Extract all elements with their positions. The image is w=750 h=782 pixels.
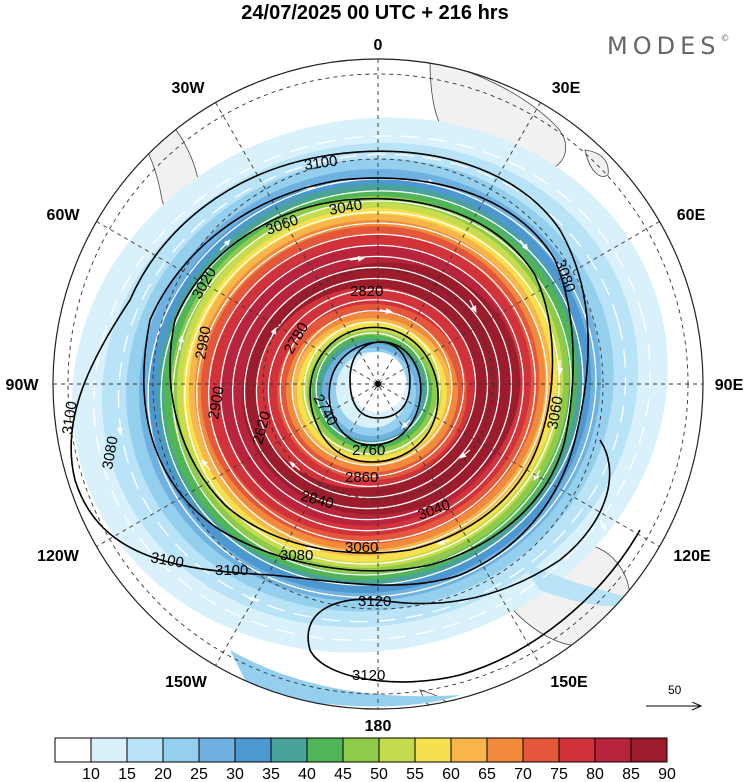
- contour-3060: [169, 197, 554, 554]
- lon-label-30w: 30W: [172, 80, 206, 97]
- streamline-arrowheads: [117, 178, 607, 685]
- contour-label: 2860: [345, 469, 378, 486]
- colorbar-swatch: [162, 737, 200, 763]
- colorbar-swatch: [378, 737, 416, 763]
- colorbar-tick-label: 30: [226, 766, 244, 782]
- colorbar-swatch: [234, 737, 272, 763]
- band-south-tail: [230, 650, 460, 707]
- colorbar-swatch: [486, 737, 524, 763]
- colorbar-swatch: [126, 737, 164, 763]
- contour-label: 3100: [303, 152, 338, 173]
- contour-label: 2980: [192, 325, 215, 361]
- colorbar-swatch: [342, 737, 380, 763]
- colorbar-swatch: [414, 737, 452, 763]
- contour-2740: [328, 341, 422, 446]
- colorbar-tick-label: 85: [622, 766, 640, 782]
- contour-label: 2820: [350, 283, 383, 300]
- colorbar-swatch: [558, 737, 596, 763]
- longitude-labels: 0 30E 60E 90E 120E 150E 180 150W 120W 90…: [6, 37, 744, 735]
- colorbar-swatch: [594, 737, 632, 763]
- contour-2760: [309, 326, 439, 463]
- colorbar-tick-label: 60: [442, 766, 460, 782]
- colorbar-tick-label: 80: [586, 766, 604, 782]
- lon-label-180: 180: [365, 718, 392, 735]
- colorbar-tick-label: 75: [550, 766, 568, 782]
- map-boundary: [52, 58, 704, 710]
- map-title: 24/07/2025 00 UTC + 216 hrs: [241, 2, 509, 24]
- contour-label: 3100: [215, 562, 248, 579]
- colorbar-tick-label: 25: [190, 766, 208, 782]
- band-east-tail: [520, 560, 640, 607]
- geopotential-contours: [70, 150, 641, 683]
- lon-label-90e: 90E: [715, 377, 744, 394]
- contour-label: 3040: [328, 196, 364, 219]
- pole-marker: [375, 381, 381, 387]
- map-disc: 3100 3060 3040 3020 2980 2900 2860 2820 …: [53, 59, 703, 709]
- colorbar-tick-label: 35: [262, 766, 280, 782]
- madagascar-land: [584, 149, 609, 177]
- colorbar-swatch: [306, 737, 344, 763]
- colorbar-tick-label: 15: [118, 766, 136, 782]
- lon-label-90w: 90W: [6, 377, 40, 394]
- contour-label: 3120: [358, 593, 391, 610]
- lon-label-150w: 150W: [165, 674, 208, 691]
- contour-label: 3060: [345, 539, 378, 556]
- contour-label: 3060: [544, 395, 567, 431]
- copyright-mark: ©: [720, 34, 730, 44]
- colorbar-tick-label: 40: [298, 766, 316, 782]
- lon-label-0: 0: [374, 37, 383, 54]
- colorbar-swatch: [198, 737, 236, 763]
- lon-label-30e: 30E: [552, 80, 581, 97]
- lon-label-150e: 150E: [550, 674, 588, 691]
- modes-logo: MODES©: [607, 32, 729, 60]
- contour-labels: 3100 3060 3040 3020 2980 2900 2860 2820 …: [59, 152, 579, 684]
- contour-3100: [70, 150, 589, 586]
- wind-speed-colorbar: 10 15 20 25 30 35 40 45 50 55 60 65 70 75 80 85 90: [54, 737, 676, 782]
- colorbar-swatch: [450, 737, 488, 763]
- colorbar-swatch: [270, 737, 308, 763]
- lon-label-60e: 60E: [677, 207, 706, 224]
- contour-3080: [143, 177, 574, 572]
- colorbar-swatch: [90, 737, 128, 763]
- contour-label: 3080: [280, 547, 313, 564]
- colorbar-tick-label: 20: [154, 766, 172, 782]
- colorbar-tick-label: 90: [658, 766, 676, 782]
- colorbar-tick-label: 45: [334, 766, 352, 782]
- colorbar-tick-label: 70: [514, 766, 532, 782]
- contour-inner-vortex: [349, 341, 411, 419]
- reference-vector: 50: [646, 683, 700, 706]
- lon-label-60w: 60W: [47, 207, 81, 224]
- lon-label-120w: 120W: [37, 548, 80, 565]
- contour-label: 3100: [59, 400, 80, 435]
- contour-label: 2760: [352, 442, 385, 459]
- lon-label-120e: 120E: [673, 548, 711, 565]
- contour-label: 2900: [205, 385, 228, 421]
- colorbar-tick-label: 55: [406, 766, 424, 782]
- wind-streamlines: [93, 135, 651, 641]
- colorbar-tick-label: 65: [478, 766, 496, 782]
- colorbar-tick-label: 10: [82, 766, 100, 782]
- reference-vector-label: 50: [668, 683, 682, 697]
- contour-label: 3120: [352, 667, 385, 684]
- graticule: [53, 59, 703, 709]
- contour-3120: [307, 439, 641, 683]
- colorbar-swatch: [630, 737, 668, 763]
- colorbar-swatch: [522, 737, 560, 763]
- colorbar-tick-label: 50: [370, 766, 388, 782]
- brand-text: MODES: [607, 32, 721, 60]
- colorbar-swatch: [54, 737, 92, 763]
- contour-label: 3100: [149, 549, 185, 572]
- contour-label: 3080: [99, 435, 122, 471]
